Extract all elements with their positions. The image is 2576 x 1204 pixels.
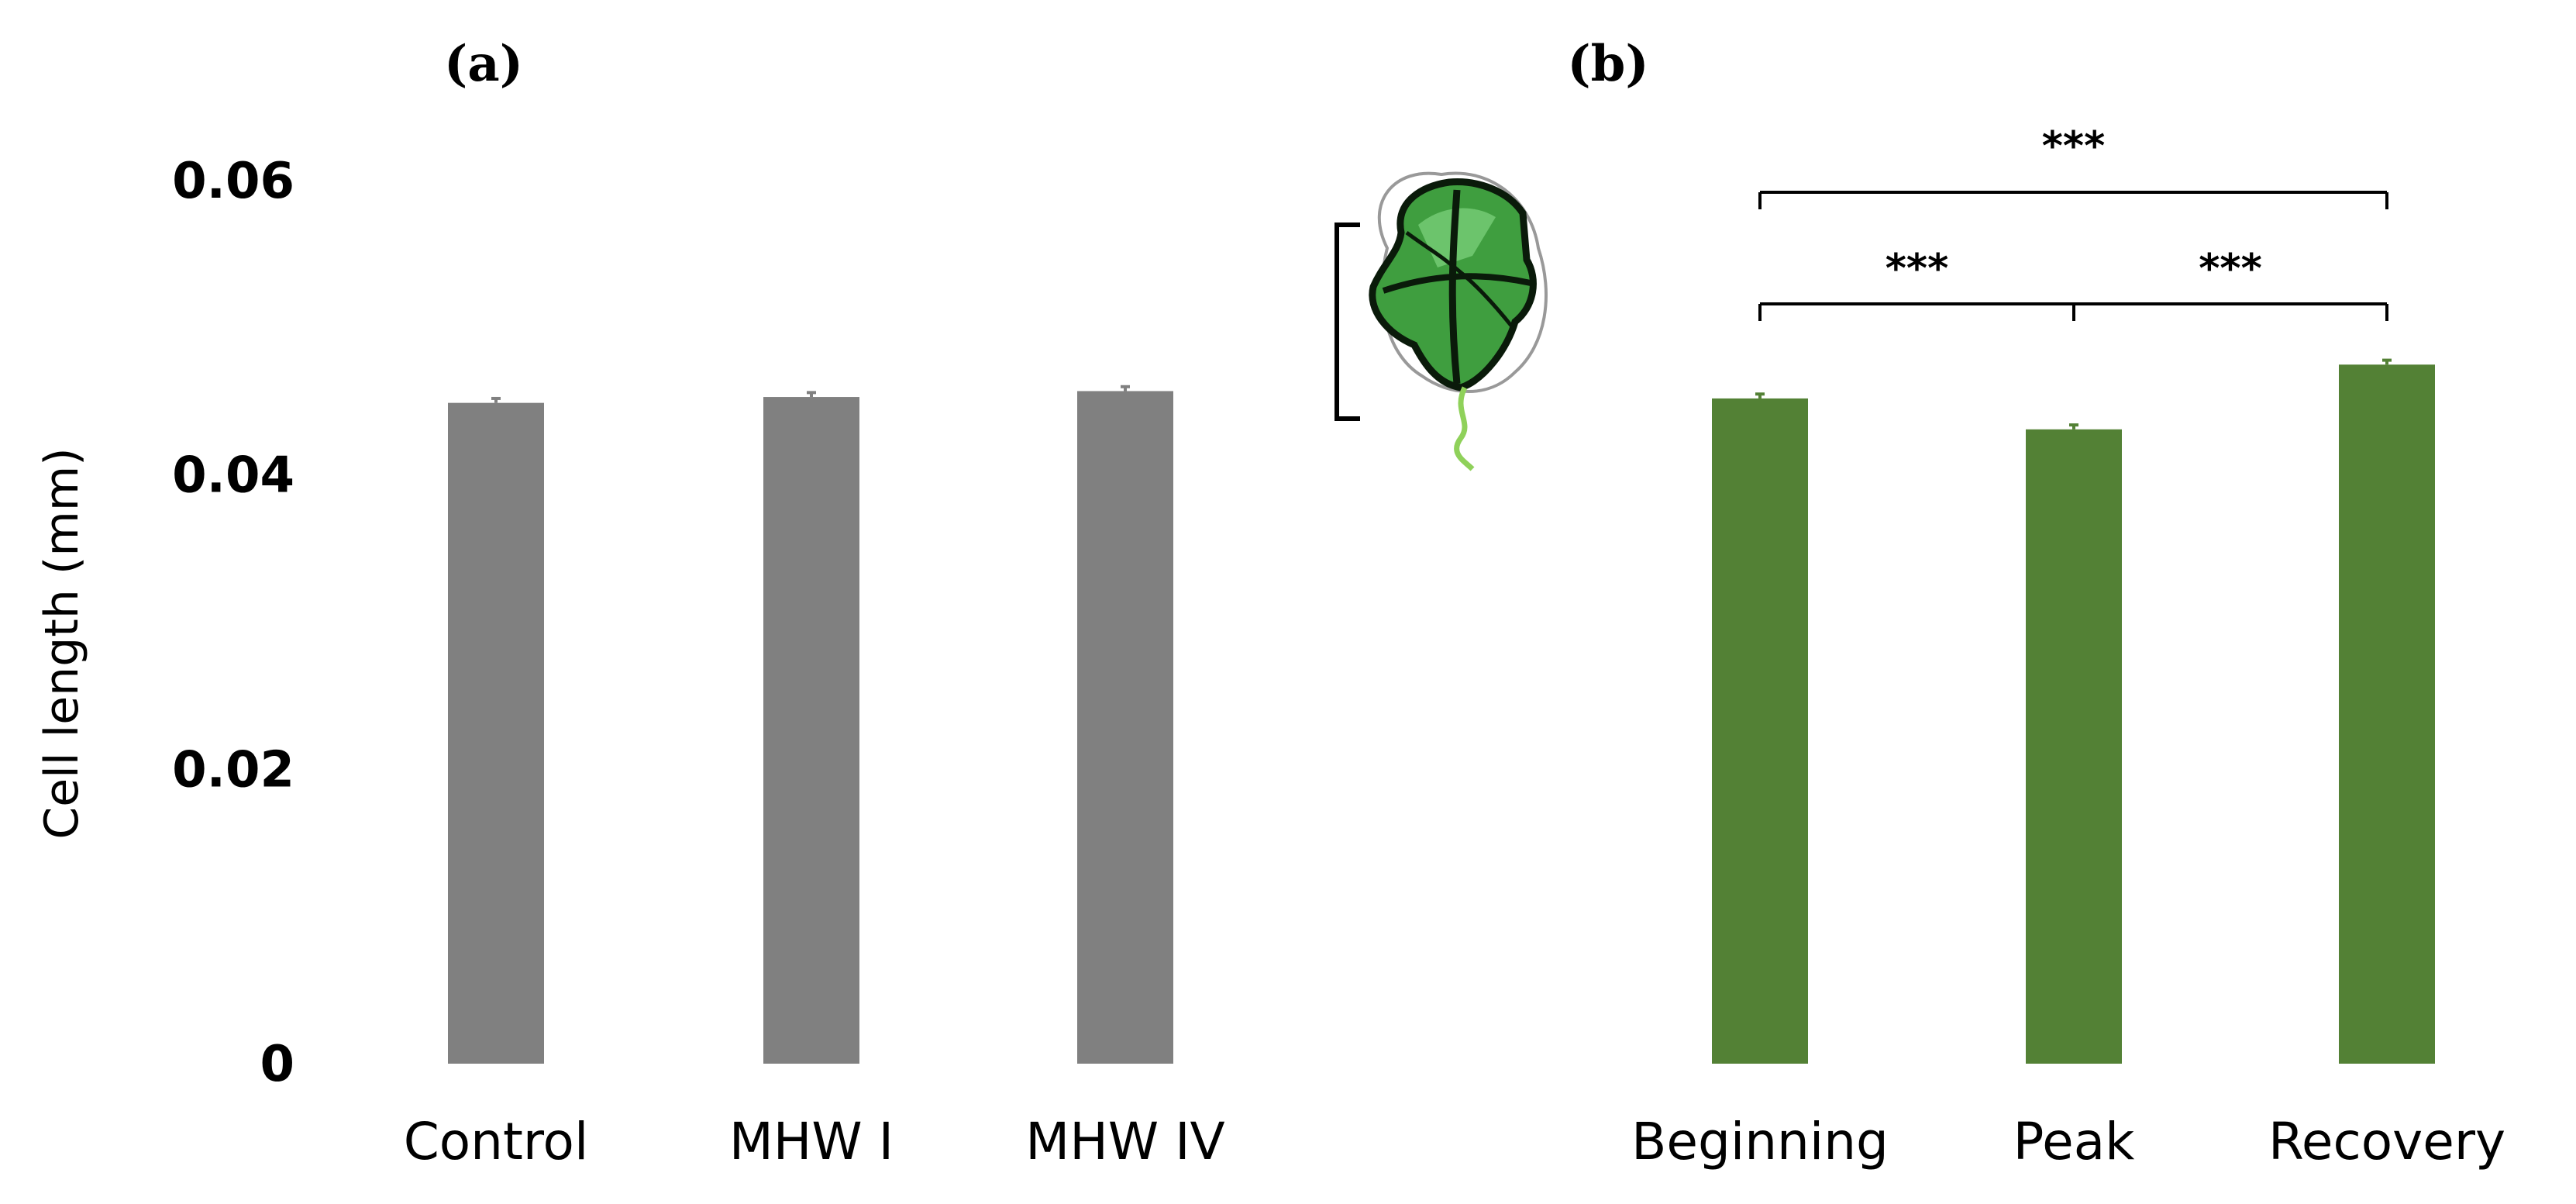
y-tick-labels: 0 0.02 0.04 0.06 — [172, 153, 294, 1093]
chart-a-bar — [448, 402, 544, 1064]
panel-b-label: (b) — [1567, 35, 1648, 93]
scale-bracket — [1334, 223, 1360, 421]
chart-b-category-label: Beginning — [1631, 1112, 1889, 1171]
chart-b-category-label: Recovery — [2268, 1112, 2505, 1171]
green-algal-cell-icon — [1334, 171, 1548, 471]
y-tick-label: 0 — [260, 1036, 294, 1093]
chart-b-bars: Beginning Peak Recovery — [1631, 358, 2505, 1171]
chart-a-bar — [1077, 391, 1173, 1064]
chart-a-category-label: MHW IV — [1025, 1112, 1224, 1171]
chart-b-category-label: Peak — [2013, 1112, 2135, 1171]
y-tick-label: 0.04 — [172, 447, 294, 505]
chart-b-bar — [2339, 364, 2435, 1064]
cell-groove-3 — [1405, 230, 1513, 327]
cell-groove-2 — [1382, 273, 1531, 294]
significance-label: *** — [2199, 246, 2262, 292]
panel-a-label: (a) — [444, 35, 523, 93]
y-axis-title: Cell length (mm) — [35, 447, 89, 839]
chart-a-bar — [763, 397, 859, 1064]
chart-b-bar — [1712, 398, 1808, 1064]
chart-a-category-label: Control — [404, 1112, 589, 1171]
cell-outline-thin — [1377, 171, 1548, 393]
significance-label: *** — [1886, 246, 1949, 292]
chart-b-bar — [2026, 429, 2122, 1064]
chart-a-category-label: MHW I — [729, 1112, 894, 1171]
significance-label: *** — [2042, 123, 2106, 170]
y-tick-label: 0.06 — [172, 153, 294, 210]
chart-a-bars: Control MHW I MHW IV — [404, 385, 1225, 1171]
significance-brackets: *** *** *** — [1758, 123, 2388, 321]
flagellum — [1454, 386, 1475, 471]
y-tick-label: 0.02 — [172, 741, 294, 799]
